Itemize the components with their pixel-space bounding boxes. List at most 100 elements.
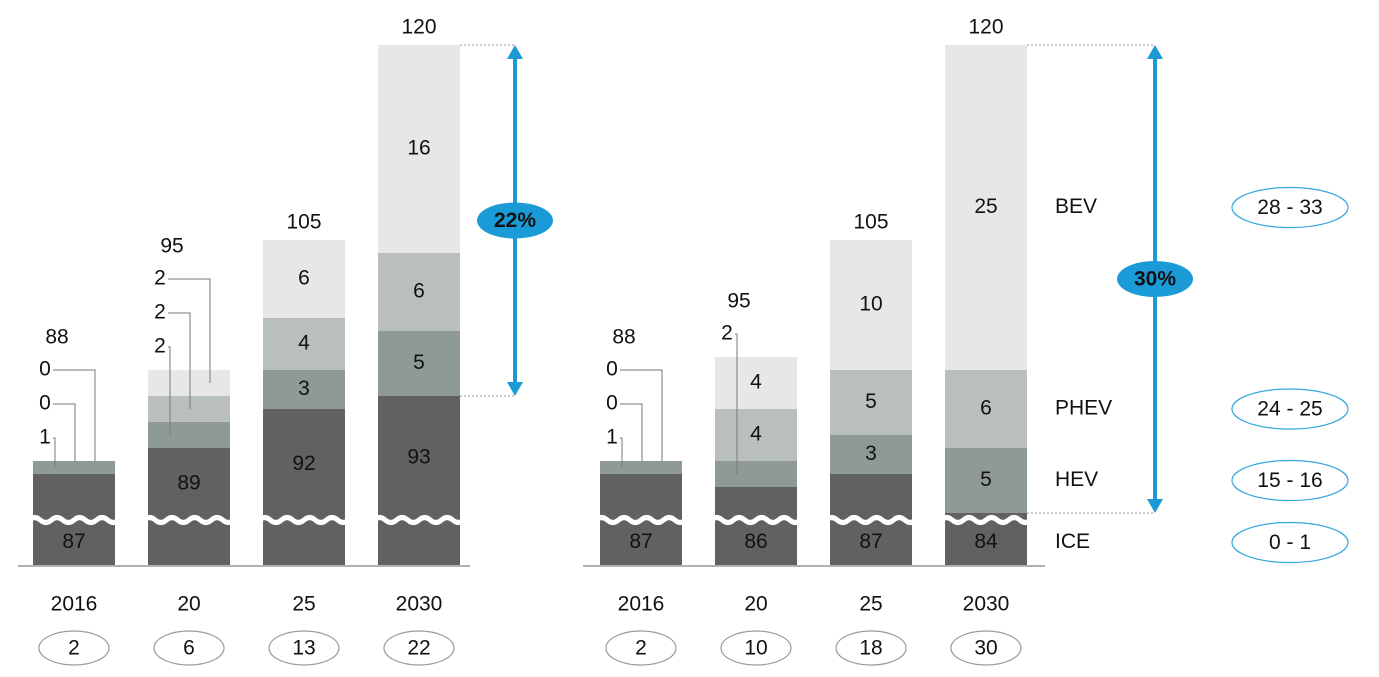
bar-segment xyxy=(378,253,460,331)
leader-line xyxy=(620,369,663,461)
footer-value: 13 xyxy=(292,637,315,660)
footer-value: 22 xyxy=(407,637,430,660)
value-label: 4 xyxy=(750,423,762,446)
x-tick-label: 20 xyxy=(177,593,200,616)
axis-break xyxy=(372,515,466,525)
bar-segment xyxy=(33,461,115,474)
value-label: 84 xyxy=(974,530,998,553)
value-label: 0 xyxy=(39,392,51,415)
bar-segment xyxy=(830,240,912,370)
leader-line xyxy=(168,278,211,383)
bar-segment xyxy=(715,487,797,565)
value-label: 4 xyxy=(750,371,762,394)
growth-label: 30% xyxy=(1134,268,1176,291)
value-label: 10 xyxy=(859,293,882,316)
total-label: 88 xyxy=(45,326,68,349)
value-label: 0 xyxy=(606,392,618,415)
legend-label: PHEV xyxy=(1055,397,1112,420)
bar-segment xyxy=(945,45,1027,370)
bar-segment xyxy=(830,370,912,435)
range-label: 28 - 33 xyxy=(1257,196,1322,219)
range-badge xyxy=(1231,388,1349,430)
bar-segment xyxy=(148,370,230,396)
axis-break xyxy=(824,515,918,525)
legend-label: BEV xyxy=(1055,195,1097,218)
range-badge xyxy=(1231,459,1349,502)
value-label: 93 xyxy=(407,446,430,469)
value-label: 87 xyxy=(62,530,85,553)
footer-badge xyxy=(835,630,907,666)
value-label: 0 xyxy=(606,358,618,381)
bar-segment xyxy=(945,448,1027,513)
footer-badge xyxy=(950,630,1022,666)
arrow-head xyxy=(1147,45,1163,59)
value-label: 5 xyxy=(980,468,992,491)
total-label: 105 xyxy=(853,211,888,234)
range-badge xyxy=(1231,186,1349,229)
bar-segment xyxy=(263,318,345,370)
value-label: 92 xyxy=(292,452,315,475)
axis-break xyxy=(709,515,803,525)
value-label: 6 xyxy=(298,267,310,290)
bar-segment xyxy=(378,331,460,396)
value-label: 6 xyxy=(980,397,992,420)
value-label: 2 xyxy=(154,335,166,358)
value-label: 86 xyxy=(744,530,767,553)
value-label: 0 xyxy=(39,358,51,381)
value-label: 5 xyxy=(865,390,877,413)
bar-segment xyxy=(378,45,460,253)
x-tick-label: 25 xyxy=(859,593,882,616)
bar-segment xyxy=(715,357,797,409)
footer-badge xyxy=(720,630,792,666)
bar-segment xyxy=(378,396,460,565)
bar-segment xyxy=(830,435,912,474)
axis-break xyxy=(27,515,121,525)
value-label: 87 xyxy=(859,530,882,553)
value-label: 2 xyxy=(154,301,166,324)
x-tick-label: 2016 xyxy=(618,593,665,616)
bar-segment xyxy=(715,461,797,487)
range-label: 15 - 16 xyxy=(1257,469,1322,492)
range-badge xyxy=(1231,521,1349,564)
axis-break xyxy=(594,515,688,525)
arrow-head xyxy=(507,45,523,59)
value-label: 2 xyxy=(154,267,166,290)
leader-line xyxy=(53,369,96,461)
bar-segment xyxy=(600,461,682,474)
arrow-head xyxy=(507,382,523,396)
value-label: 16 xyxy=(407,137,430,160)
range-label: 0 - 1 xyxy=(1269,531,1311,554)
leader-line xyxy=(168,312,191,409)
footer-badge xyxy=(153,630,225,666)
legend-label: ICE xyxy=(1055,530,1090,553)
leader-line xyxy=(168,346,171,435)
value-label: 4 xyxy=(298,332,310,355)
leader-line xyxy=(620,437,623,468)
range-label: 24 - 25 xyxy=(1257,398,1322,421)
total-label: 105 xyxy=(286,211,321,234)
footer-badge xyxy=(38,630,110,666)
bar-segment xyxy=(715,409,797,461)
value-label: 1 xyxy=(39,426,51,449)
value-label: 89 xyxy=(177,472,200,495)
footer-value: 6 xyxy=(183,637,195,660)
value-label: 3 xyxy=(865,442,877,465)
axis-break xyxy=(142,515,236,525)
bar-segment xyxy=(148,396,230,422)
x-tick-label: 25 xyxy=(292,593,315,616)
x-tick-label: 2016 xyxy=(51,593,98,616)
leader-line xyxy=(53,437,56,468)
footer-value: 10 xyxy=(744,637,767,660)
total-label: 88 xyxy=(612,326,635,349)
bar-segment xyxy=(148,448,230,565)
x-tick-label: 2030 xyxy=(963,593,1010,616)
footer-value: 2 xyxy=(68,637,80,660)
footer-badge xyxy=(383,630,455,666)
growth-label: 22% xyxy=(494,209,536,232)
value-label: 1 xyxy=(606,426,618,449)
value-label: 3 xyxy=(298,377,310,400)
total-label: 95 xyxy=(727,290,750,313)
footer-badge xyxy=(605,630,677,666)
bar-segment xyxy=(263,370,345,409)
